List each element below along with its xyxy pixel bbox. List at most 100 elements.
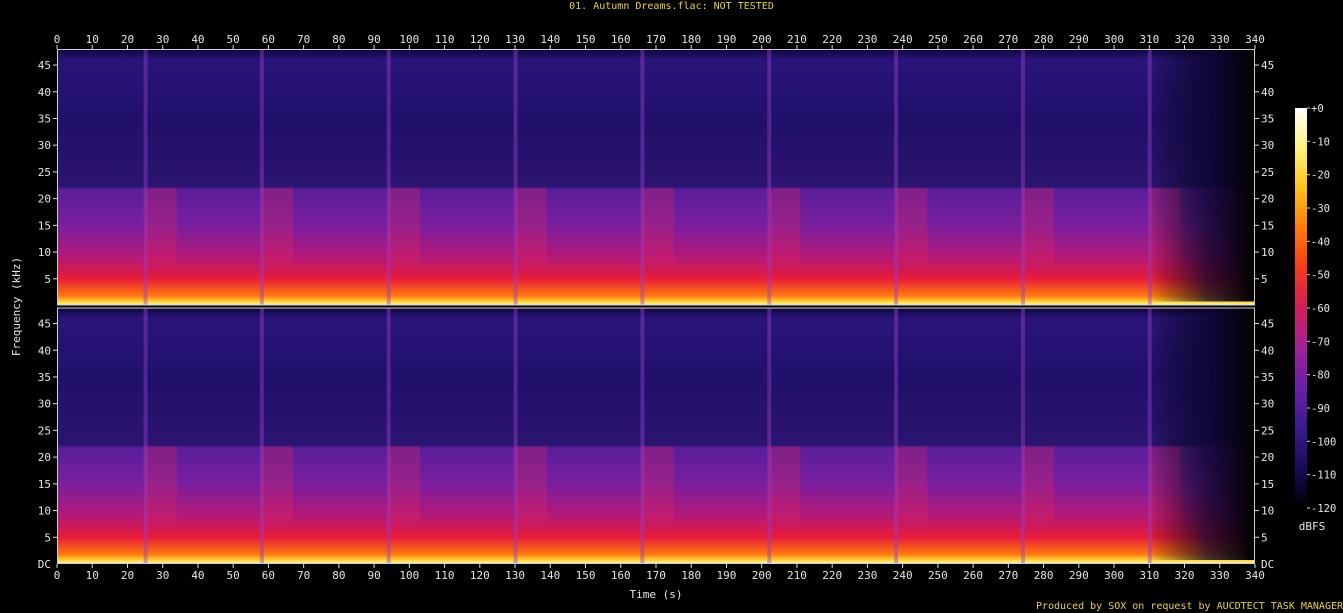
segment-onset-6 [767,49,772,306]
y-tick-label-left-p2-6: 35 [38,371,51,384]
track-tail-fade [1149,307,1255,560]
x-tick-label-bottom-10: 100 [399,569,419,582]
segment-burst-1 [145,446,177,522]
y-tick-label-right-p1-2: 15 [1261,219,1274,232]
x-tick-label-bottom-32: 320 [1175,569,1195,582]
x-tick-label-top-3: 30 [156,33,169,46]
y-tick-label-left-p2-8: 45 [38,318,51,331]
x-tick-label-top-12: 120 [470,33,490,46]
segment-burst-6 [768,446,801,522]
y-tick-label-left-p1-2: 15 [38,219,51,232]
colorbar-tick-label-10: -100 [1311,436,1336,448]
y-dc-label-right: DC [1261,558,1274,571]
x-tick-label-bottom-0: 0 [54,569,61,582]
x-tick-label-top-11: 110 [435,33,455,46]
y-dc-label-left: DC [38,558,51,571]
x-tick-label-bottom-26: 260 [963,569,983,582]
y-tick-label-right-p1-7: 40 [1261,86,1274,99]
segment-burst-1 [145,187,177,263]
y-tick-label-right-p1-3: 20 [1261,193,1274,206]
x-tick-label-top-28: 280 [1034,33,1054,46]
x-tick-label-top-19: 190 [717,33,737,46]
x-tick-label-bottom-21: 210 [787,569,807,582]
y-tick-label-right-p2-2: 15 [1261,478,1274,491]
segment-onset-5 [640,307,645,564]
segment-onset-3 [386,49,391,306]
segment-onset-4 [513,49,518,306]
x-tick-label-bottom-11: 110 [435,569,455,582]
segment-burst-2 [261,187,294,263]
y-tick-label-left-p2-3: 20 [38,451,51,464]
x-tick-label-bottom-20: 200 [752,569,772,582]
segment-onset-8 [1020,307,1025,564]
segment-onset-2 [259,49,264,306]
y-tick-label-right-p1-4: 25 [1261,166,1274,179]
y-tick-label-right-p2-3: 20 [1261,451,1274,464]
x-tick-label-top-30: 300 [1104,33,1124,46]
x-tick-label-bottom-4: 40 [191,569,204,582]
x-tick-label-top-33: 330 [1210,33,1230,46]
x-tick-label-bottom-27: 270 [998,569,1018,582]
x-tick-label-top-26: 260 [963,33,983,46]
x-tick-label-bottom-18: 180 [681,569,701,582]
x-tick-label-top-16: 160 [611,33,631,46]
x-tick-label-bottom-33: 330 [1210,569,1230,582]
x-tick-label-bottom-9: 90 [367,569,380,582]
x-tick-label-bottom-24: 240 [893,569,913,582]
segment-onset-4 [513,307,518,564]
x-tick-label-top-10: 100 [399,33,419,46]
x-tick-label-bottom-15: 150 [576,569,596,582]
x-tick-label-top-8: 80 [332,33,345,46]
colorbar-label: dBFS [1299,520,1326,533]
x-tick-label-top-15: 150 [576,33,596,46]
x-tick-label-bottom-31: 310 [1139,569,1159,582]
y-tick-label-right-p2-1: 10 [1261,505,1274,518]
x-tick-label-bottom-19: 190 [717,569,737,582]
colorbar-scale [1295,108,1307,508]
y-tick-label-left-p2-4: 25 [38,424,51,437]
x-tick-label-top-27: 270 [998,33,1018,46]
x-tick-label-top-31: 310 [1139,33,1159,46]
colorbar-tick-label-8: -80 [1311,370,1330,382]
x-tick-label-top-29: 290 [1069,33,1089,46]
y-tick-label-left-p2-7: 40 [38,344,51,357]
y-tick-label-right-p2-6: 35 [1261,371,1274,384]
credit-text: Produced by SOX on request by AUCDTECT T… [1035,601,1343,612]
segment-onset-1 [143,49,148,306]
x-tick-label-top-18: 180 [681,33,701,46]
x-tick-label-bottom-5: 50 [227,569,240,582]
y-tick-label-right-p1-5: 30 [1261,139,1274,152]
x-tick-label-bottom-8: 80 [332,569,345,582]
x-tick-label-bottom-28: 280 [1034,569,1054,582]
x-tick-label-top-6: 60 [262,33,275,46]
segment-burst-5 [641,446,674,522]
x-tick-label-top-25: 250 [928,33,948,46]
y-tick-label-left-p1-5: 30 [38,139,51,152]
segment-onset-5 [640,49,645,306]
segment-burst-8 [1022,187,1055,263]
spectrogram-fill [57,49,1255,306]
spectrogram-fill [57,307,1255,564]
y-tick-label-right-p1-6: 35 [1261,112,1274,125]
x-tick-label-bottom-25: 250 [928,569,948,582]
colorbar-tick-label-7: -70 [1311,336,1330,348]
x-tick-label-bottom-3: 30 [156,569,169,582]
colorbar-tick-label-1: -10 [1311,136,1330,148]
x-tick-label-bottom-12: 120 [470,569,490,582]
panel-border [57,49,1255,306]
segment-burst-8 [1022,446,1055,522]
segment-onset-7 [894,49,899,306]
x-tick-label-bottom-23: 230 [857,569,877,582]
segment-burst-7 [895,446,928,522]
segment-onset-6 [767,307,772,564]
x-tick-label-top-32: 320 [1175,33,1195,46]
x-tick-label-top-34: 340 [1245,33,1265,46]
y-tick-label-right-p1-0: 5 [1261,273,1268,286]
y-tick-label-left-p1-4: 25 [38,166,51,179]
y-tick-label-left-p1-8: 45 [38,59,51,72]
y-tick-label-left-p2-2: 15 [38,478,51,491]
y-tick-label-left-p2-0: 5 [44,531,51,544]
y-tick-label-left-p2-1: 10 [38,505,51,518]
colorbar-tick-label-3: -30 [1311,203,1330,215]
colorbar-tick-label-12: -120 [1311,503,1336,515]
